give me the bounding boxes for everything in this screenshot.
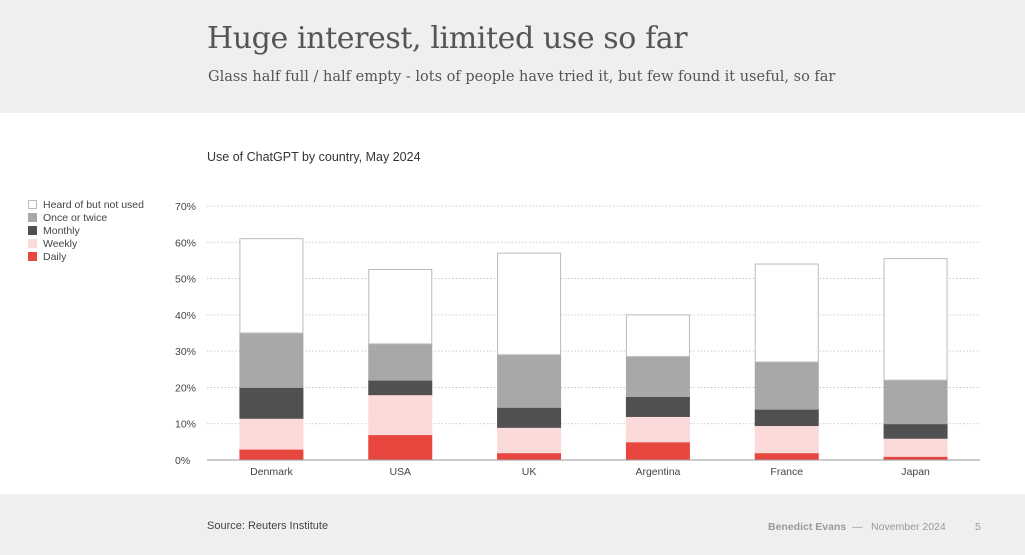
slide-title: Huge interest, limited use so far (207, 21, 688, 56)
bar-japan-daily (883, 455, 948, 461)
legend-item-once: Once or twice (28, 211, 144, 224)
bar-argentina-heard-of-but-not-used (625, 314, 690, 358)
y-tick-label: 0% (175, 455, 190, 467)
bar-france-heard-of-but-not-used (754, 263, 819, 363)
source-note: Source: Reuters Institute (207, 520, 329, 532)
bar-france-weekly (754, 425, 819, 454)
bar-argentina-once-or-twice (625, 356, 690, 398)
bar-france-monthly (754, 408, 819, 427)
bar-france-daily (754, 452, 819, 461)
stacked-bar-chart: 0% 10% 20% 30% 40% 50% 60% 70% Denmark USA UK Argen… (175, 201, 980, 478)
y-tick-label: 70% (175, 201, 196, 213)
legend-item-monthly: Monthly (28, 224, 144, 237)
author-name: Benedict Evans (768, 521, 847, 533)
bar-uk-daily (497, 452, 562, 461)
slide-subtitle: Glass half full / half empty - lots of p… (208, 69, 836, 85)
bar-denmark-weekly (239, 417, 304, 450)
x-tick-label: Argentina (635, 466, 680, 478)
header-band (0, 0, 1025, 113)
bar-france-once-or-twice (754, 361, 819, 410)
legend-swatch-weekly (28, 239, 37, 248)
bar-argentina-monthly (625, 396, 690, 417)
bar-denmark-once-or-twice (239, 332, 304, 388)
x-tick-label: Denmark (250, 466, 293, 478)
footer-separator: — (852, 521, 863, 533)
legend-item-weekly: Weekly (28, 237, 144, 250)
bar-japan-once-or-twice (883, 379, 948, 425)
page-number: 5 (975, 521, 981, 533)
y-tick-label: 50% (175, 274, 196, 286)
y-tick-label: 20% (175, 382, 196, 394)
footer-date: November 2024 (871, 521, 946, 533)
legend-swatch-once (28, 213, 37, 222)
bar-usa-weekly (368, 394, 433, 436)
bar-argentina-weekly (625, 415, 690, 443)
bar-denmark-daily (239, 448, 304, 461)
bar-argentina-daily (625, 441, 690, 461)
bar-uk-weekly (497, 426, 562, 454)
bar-uk-once-or-twice (497, 354, 562, 408)
footer-band (0, 494, 1025, 555)
chart-legend: Heard of but not used Once or twice Mont… (28, 198, 144, 263)
bar-denmark-heard-of-but-not-used (239, 238, 304, 334)
y-tick-label: 60% (175, 237, 196, 249)
x-tick-label: France (770, 466, 803, 478)
bar-uk-heard-of-but-not-used (497, 252, 562, 356)
legend-swatch-monthly (28, 226, 37, 235)
y-tick-label: 30% (175, 346, 196, 358)
y-tick-label: 40% (175, 310, 196, 322)
x-tick-label: USA (389, 466, 411, 478)
bar-usa-heard-of-but-not-used (368, 269, 433, 345)
legend-label-heard: Heard of but not used (43, 198, 144, 211)
legend-label-weekly: Weekly (43, 237, 78, 250)
bar-japan-heard-of-but-not-used (883, 258, 948, 381)
bar-denmark-monthly (239, 386, 304, 419)
legend-item-daily: Daily (28, 250, 144, 263)
bar-usa-daily (368, 434, 433, 461)
legend-label-monthly: Monthly (43, 224, 80, 237)
bar-usa-monthly (368, 379, 433, 396)
bar-uk-monthly (497, 406, 562, 428)
chart-title: Use of ChatGPT by country, May 2024 (207, 150, 421, 164)
bar-usa-once-or-twice (368, 343, 433, 381)
legend-label-daily: Daily (43, 250, 67, 263)
legend-swatch-heard (28, 200, 37, 209)
bar-japan-monthly (883, 423, 948, 439)
legend-label-once: Once or twice (43, 211, 108, 224)
legend-swatch-daily (28, 252, 37, 261)
x-tick-label: Japan (901, 466, 930, 478)
legend-item-heard: Heard of but not used (28, 198, 144, 211)
bar-japan-weekly (883, 437, 948, 457)
x-tick-label: UK (522, 466, 537, 478)
y-tick-label: 10% (175, 419, 196, 431)
